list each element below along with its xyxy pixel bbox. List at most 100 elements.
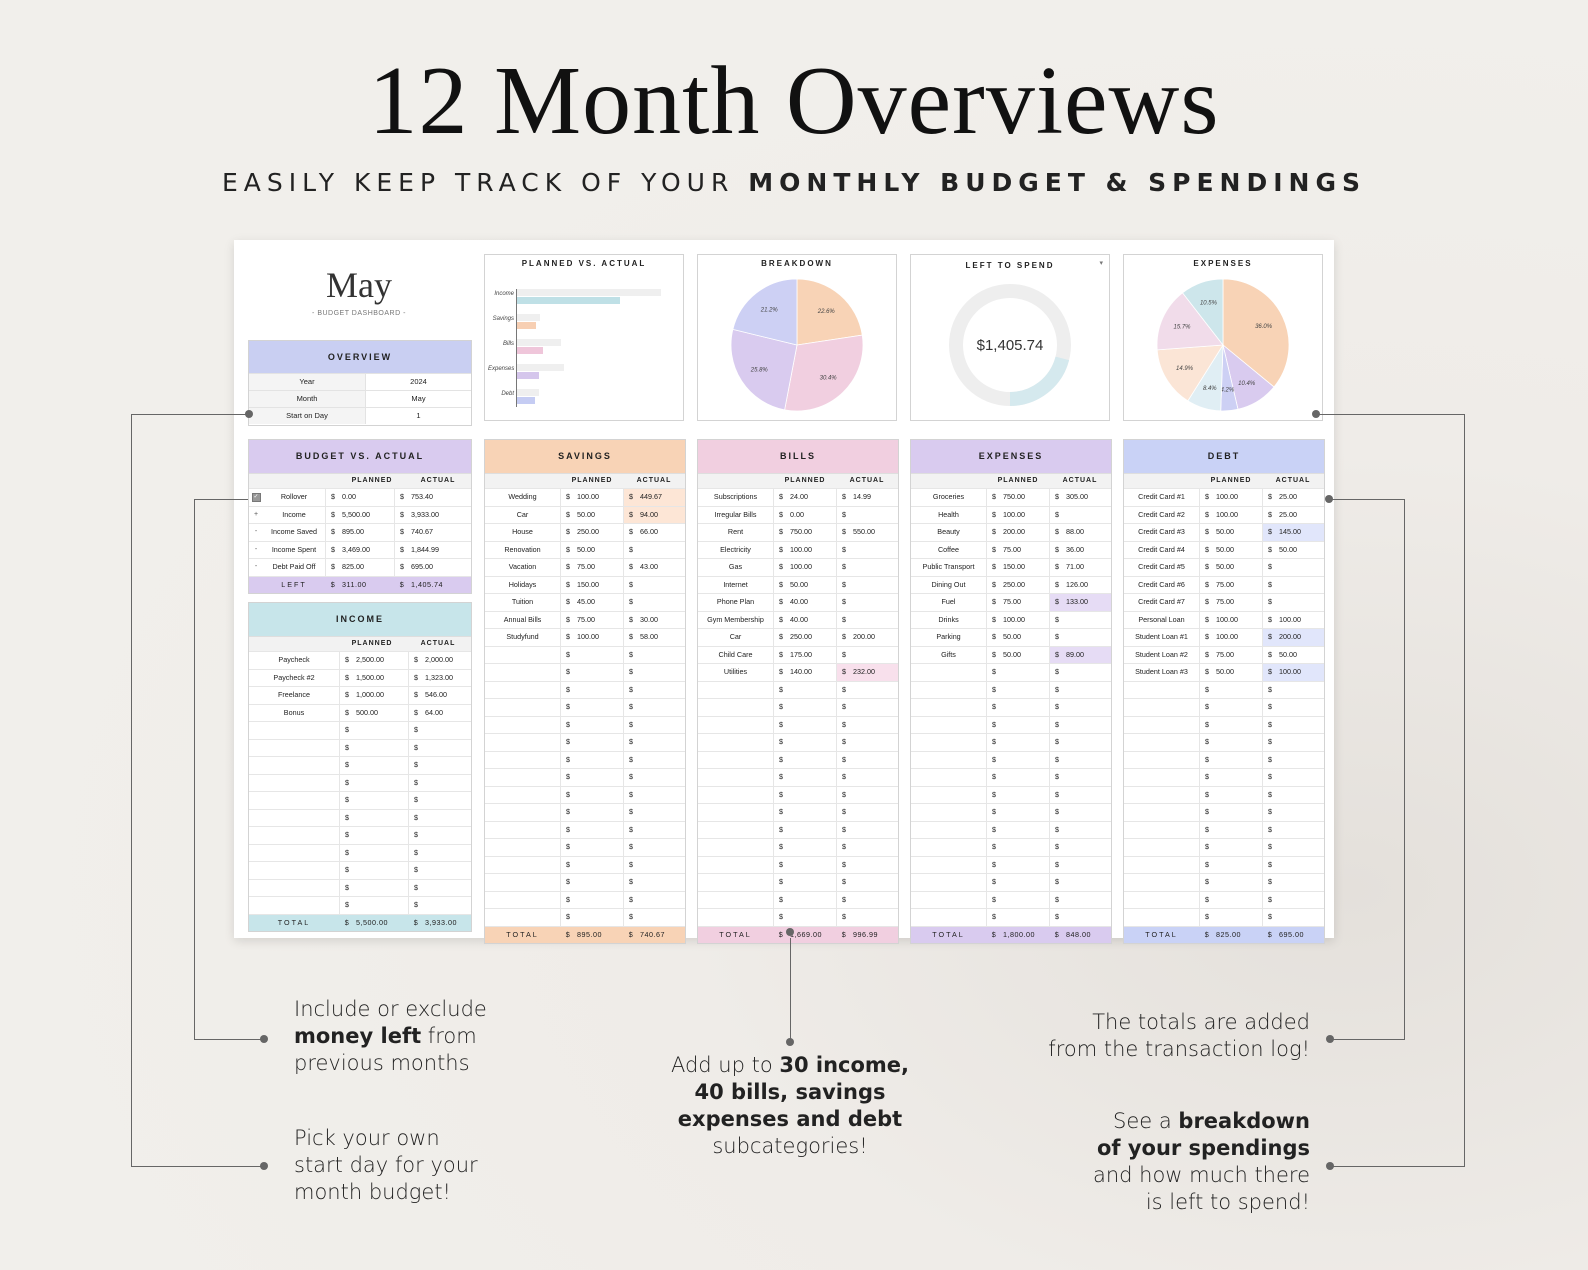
table-row[interactable]: $ $	[485, 645, 685, 663]
table-row[interactable]: Car $50.00 $94.00	[485, 505, 685, 523]
table-row[interactable]: $ $	[485, 768, 685, 786]
table-row[interactable]: $ $	[698, 803, 898, 821]
table-row[interactable]: Credit Card #3 $50.00 $145.00	[1124, 523, 1324, 541]
table-row[interactable]: Health $100.00 $	[911, 505, 1111, 523]
table-row[interactable]: $ $	[911, 733, 1111, 751]
table-row[interactable]: Studyfund $100.00 $58.00	[485, 628, 685, 646]
table-row[interactable]: Phone Plan $40.00 $	[698, 593, 898, 611]
table-row[interactable]: Tuition $45.00 $	[485, 593, 685, 611]
table-row[interactable]: $ $	[698, 785, 898, 803]
table-row[interactable]: $ $	[911, 680, 1111, 698]
table-row[interactable]: Annual Bills $75.00 $30.00	[485, 610, 685, 628]
table-row[interactable]: $ $	[485, 680, 685, 698]
table-row[interactable]: $ $	[249, 808, 471, 826]
table-row[interactable]: Drinks $100.00 $	[911, 610, 1111, 628]
table-row[interactable]: $ $	[698, 733, 898, 751]
table-row[interactable]: Child Care $175.00 $	[698, 645, 898, 663]
table-row[interactable]: $ $	[249, 791, 471, 809]
table-row[interactable]: $ $	[485, 733, 685, 751]
table-row[interactable]: Car $250.00 $200.00	[698, 628, 898, 646]
table-row[interactable]: $ $	[698, 698, 898, 716]
table-row[interactable]: Parking $50.00 $	[911, 628, 1111, 646]
table-row[interactable]: $ $	[698, 715, 898, 733]
table-row[interactable]: Subscriptions $24.00 $14.99	[698, 488, 898, 506]
table-row[interactable]: Paycheck #2 $1,500.00 $1,323.00	[249, 668, 471, 686]
table-row[interactable]: $ $	[698, 838, 898, 856]
table-row[interactable]: $ $	[911, 855, 1111, 873]
table-row[interactable]: Groceries $750.00 $305.00	[911, 488, 1111, 506]
table-row[interactable]: $ $	[698, 873, 898, 891]
table-row[interactable]: $ $	[698, 820, 898, 838]
table-row[interactable]: Wedding $100.00 $449.67	[485, 488, 685, 506]
table-row[interactable]: $ $	[911, 768, 1111, 786]
table-row[interactable]: $ $	[249, 896, 471, 914]
table-row[interactable]: $ $	[911, 750, 1111, 768]
table-row[interactable]: $ $	[485, 855, 685, 873]
table-row[interactable]: House $250.00 $66.00	[485, 523, 685, 541]
table-row[interactable]: $ $	[1124, 750, 1324, 768]
table-row[interactable]: Paycheck $2,500.00 $2,000.00	[249, 651, 471, 669]
table-row[interactable]: Personal Loan $100.00 $100.00	[1124, 610, 1324, 628]
table-row[interactable]: $ $	[249, 843, 471, 861]
table-row[interactable]: $ $	[911, 890, 1111, 908]
table-row[interactable]: Gifts $50.00 $89.00	[911, 645, 1111, 663]
table-row[interactable]: $ $	[485, 803, 685, 821]
table-row[interactable]: $ $	[1124, 838, 1324, 856]
table-row[interactable]: $ $	[911, 838, 1111, 856]
month-field[interactable]: May	[411, 394, 426, 403]
table-row[interactable]: Dining Out $250.00 $126.00	[911, 575, 1111, 593]
table-row[interactable]: $ $	[249, 878, 471, 896]
chevron-down-icon[interactable]: ▾	[1099, 260, 1103, 267]
table-row[interactable]: Student Loan #2 $75.00 $50.00	[1124, 645, 1324, 663]
table-row[interactable]: $ $	[249, 826, 471, 844]
table-row[interactable]: $ $	[698, 750, 898, 768]
table-row[interactable]: $ $	[249, 773, 471, 791]
table-row[interactable]: $ $	[1124, 768, 1324, 786]
table-row[interactable]: Credit Card #5 $50.00 $	[1124, 558, 1324, 576]
table-row[interactable]: Student Loan #1 $100.00 $200.00	[1124, 628, 1324, 646]
rollover-checkbox[interactable]: ✓	[251, 493, 261, 502]
table-row[interactable]: $ $	[249, 861, 471, 879]
table-row[interactable]: - Income Spent $3,469.00 $1,844.99	[249, 540, 471, 558]
table-row[interactable]: Utilities $140.00 $232.00	[698, 663, 898, 681]
table-row[interactable]: $ $	[698, 908, 898, 926]
table-row[interactable]: $ $	[698, 855, 898, 873]
table-row[interactable]: Beauty $200.00 $88.00	[911, 523, 1111, 541]
table-row[interactable]: $ $	[1124, 855, 1324, 873]
table-row[interactable]: $ $	[911, 663, 1111, 681]
table-row[interactable]: $ $	[485, 838, 685, 856]
table-row[interactable]: $ $	[911, 785, 1111, 803]
table-row[interactable]: Public Transport $150.00 $71.00	[911, 558, 1111, 576]
table-row[interactable]: Freelance $1,000.00 $546.00	[249, 686, 471, 704]
table-row[interactable]: $ $	[485, 698, 685, 716]
table-row[interactable]: $ $	[911, 820, 1111, 838]
table-row[interactable]: $ $	[1124, 803, 1324, 821]
table-row[interactable]: $ $	[1124, 715, 1324, 733]
table-row[interactable]: $ $	[1124, 785, 1324, 803]
table-row[interactable]: $ $	[1124, 908, 1324, 926]
table-row[interactable]: Student Loan #3 $50.00 $100.00	[1124, 663, 1324, 681]
table-row[interactable]: Credit Card #4 $50.00 $50.00	[1124, 540, 1324, 558]
table-row[interactable]: $ $	[485, 820, 685, 838]
table-row[interactable]: $ $	[485, 715, 685, 733]
table-row[interactable]: Rent $750.00 $550.00	[698, 523, 898, 541]
table-row[interactable]: Credit Card #6 $75.00 $	[1124, 575, 1324, 593]
table-row[interactable]: $ $	[1124, 873, 1324, 891]
table-row[interactable]: $ $	[911, 908, 1111, 926]
table-row[interactable]: Renovation $50.00 $	[485, 540, 685, 558]
table-row[interactable]: Fuel $75.00 $133.00	[911, 593, 1111, 611]
table-row[interactable]: Gym Membership $40.00 $	[698, 610, 898, 628]
table-row[interactable]: $ $	[698, 768, 898, 786]
table-row[interactable]: Bonus $500.00 $64.00	[249, 703, 471, 721]
table-row[interactable]: + Income $5,500.00 $3,933.00	[249, 505, 471, 523]
table-row[interactable]: $ $	[911, 803, 1111, 821]
table-row[interactable]: $ $	[1124, 698, 1324, 716]
table-row[interactable]: Credit Card #2 $100.00 $25.00	[1124, 505, 1324, 523]
year-field[interactable]: 2024	[410, 377, 427, 386]
table-row[interactable]: ✓ Rollover $0.00 $753.40	[249, 488, 471, 506]
table-row[interactable]: Credit Card #7 $75.00 $	[1124, 593, 1324, 611]
table-row[interactable]: Credit Card #1 $100.00 $25.00	[1124, 488, 1324, 506]
table-row[interactable]: $ $	[485, 908, 685, 926]
table-row[interactable]: $ $	[485, 890, 685, 908]
table-row[interactable]: $ $	[698, 890, 898, 908]
